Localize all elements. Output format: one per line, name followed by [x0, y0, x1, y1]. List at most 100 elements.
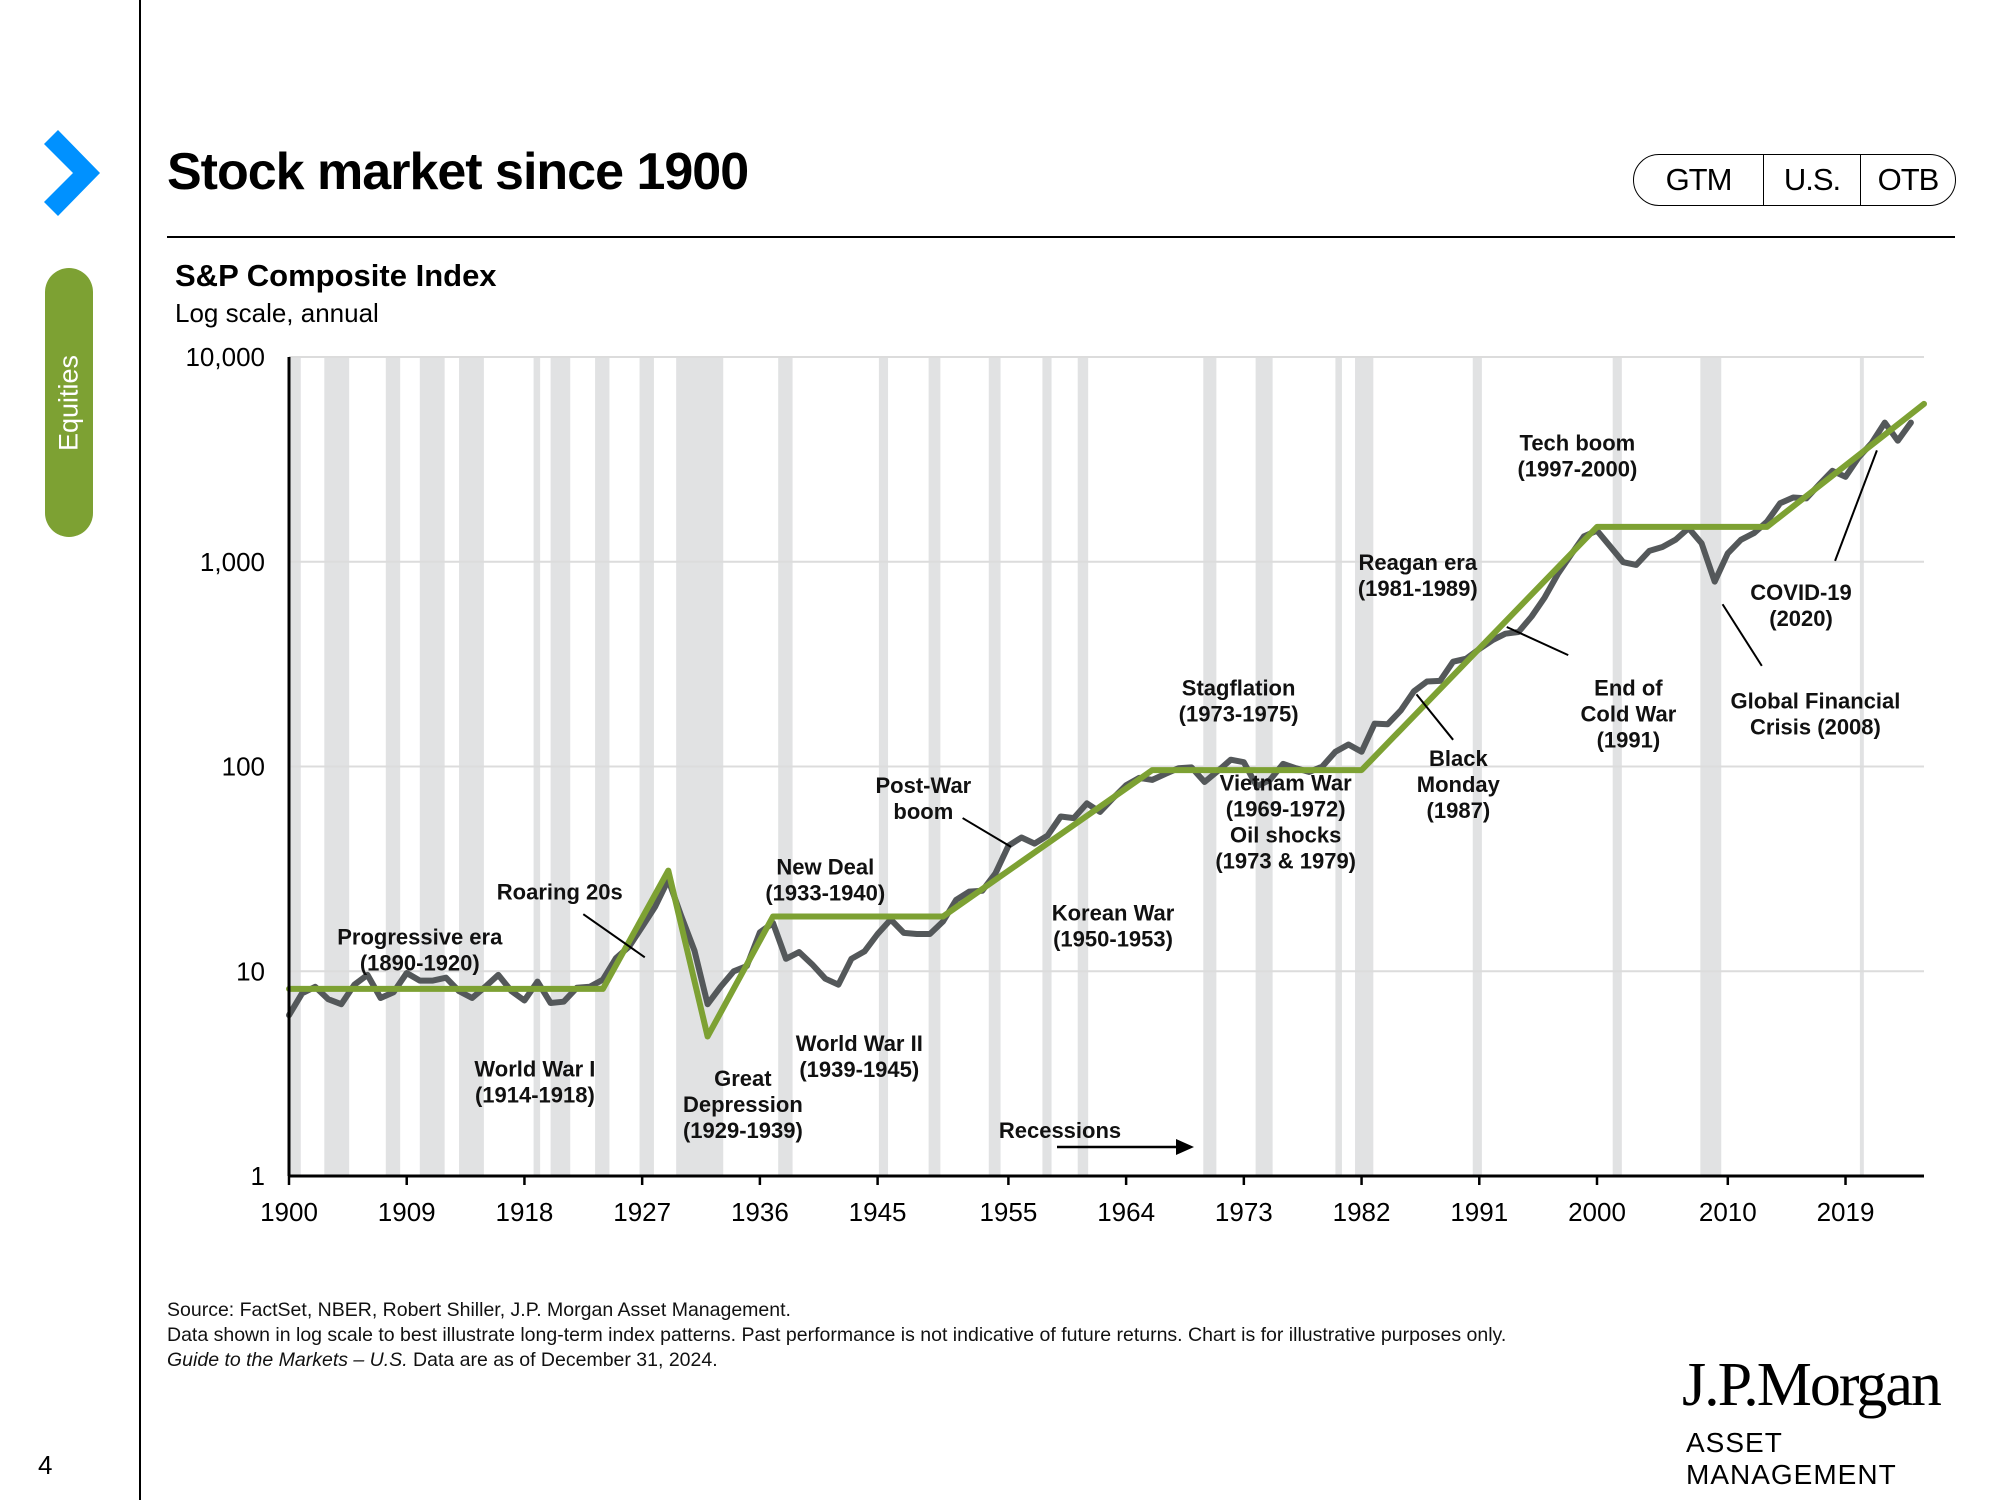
annotation-text: (1929-1939): [683, 1118, 803, 1143]
annotation-text: World War I: [474, 1056, 595, 1081]
annotation-text: Tech boom: [1520, 431, 1636, 456]
tag-us: U.S.: [1763, 155, 1860, 205]
annotation-text: boom: [893, 799, 953, 824]
annotation-text: (1991): [1597, 727, 1661, 752]
annotation-pointer: [1415, 693, 1454, 741]
annotation-text: (1987): [1427, 798, 1491, 823]
annotation: Roaring 20s: [497, 880, 646, 959]
trend-line: [286, 400, 1927, 1040]
annotation-text: Monday: [1417, 772, 1501, 797]
jpmorgan-logo: J.P.Morgan: [1682, 1351, 1942, 1419]
chart-title: S&P Composite Index: [175, 258, 497, 293]
y-tick-label: 1,000: [200, 547, 265, 577]
x-tick-label: 1945: [849, 1197, 907, 1227]
y-tick-label: 10,000: [185, 342, 265, 372]
annotation-text: Stagflation: [1182, 676, 1296, 701]
annotation: Vietnam War(1969-1972)Oil shocks(1973 & …: [1215, 770, 1356, 873]
x-tick-label: 1909: [378, 1197, 436, 1227]
annotation-text: Roaring 20s: [497, 880, 623, 905]
annotations: Progressive era(1890-1920) Roaring 20s Wor…: [337, 431, 1900, 1143]
vertical-divider: [139, 0, 141, 1500]
annotation-pointer: [1506, 626, 1569, 657]
annotation-text: (2020): [1769, 606, 1833, 631]
annotation-pointer: [962, 817, 1012, 848]
x-tick-label: 1900: [260, 1197, 318, 1227]
annotation-text: (1973 & 1979): [1215, 848, 1356, 873]
x-tick-label: 1973: [1215, 1197, 1273, 1227]
annotation-pointer: [1834, 449, 1878, 562]
annotation-text: Post-War: [876, 773, 972, 798]
chevron-right-icon: [44, 130, 100, 216]
guide-title: Guide to the Markets – U.S.: [167, 1349, 408, 1371]
index-line: [286, 419, 1914, 1019]
date-note: Guide to the Markets – U.S. Data are as …: [167, 1348, 1617, 1373]
annotation-text: (1914-1918): [475, 1082, 595, 1107]
x-tick-label: 1991: [1450, 1197, 1508, 1227]
annotation-text: COVID-19: [1750, 580, 1851, 605]
recession-legend-label: Recessions: [999, 1118, 1121, 1143]
x-tick-label: 2019: [1817, 1197, 1875, 1227]
disclaimer-note: Data shown in log scale to best illustra…: [167, 1324, 1507, 1346]
annotation-text: Progressive era: [337, 924, 503, 949]
annotation: New Deal(1933-1940): [765, 855, 885, 906]
asset-management-logo: ASSET MANAGEMENT: [1686, 1427, 1897, 1490]
tag-gtm: GTM: [1665, 162, 1733, 197]
x-tick-label: 1927: [613, 1197, 671, 1227]
axes: [287, 357, 1924, 1178]
annotation-text: Global Financial: [1730, 688, 1900, 713]
tag-otb: OTB: [1860, 155, 1955, 205]
y-axis-ticks: 1 10 100 1,000 10,000: [185, 342, 265, 1191]
annotation: Progressive era(1890-1920): [337, 924, 503, 975]
page-title: Stock market since 1900: [167, 143, 749, 201]
annotation-text: Great: [714, 1066, 772, 1091]
annotation-text: (1973-1975): [1179, 702, 1299, 727]
x-tick-label: 1964: [1097, 1197, 1155, 1227]
arrow-right-icon: [1176, 1139, 1194, 1155]
chart-subtitle: Log scale, annual: [175, 298, 379, 328]
annotation-text: (1950-1953): [1053, 927, 1173, 952]
annotation-text: World War II: [796, 1031, 923, 1056]
x-tick-label: 2010: [1699, 1197, 1757, 1227]
annotation-text: Reagan era: [1358, 550, 1477, 575]
x-tick-label: 1955: [979, 1197, 1037, 1227]
y-tick-label: 10: [236, 956, 265, 986]
annotation: Tech boom(1997-2000): [1517, 431, 1637, 482]
annotation-text: Vietnam War: [1220, 770, 1352, 795]
annotation-text: (1890-1920): [360, 950, 480, 975]
annotation-text: (1939-1945): [799, 1057, 919, 1082]
annotation-text: (1997-2000): [1517, 457, 1637, 482]
annotation: Korean War(1950-1953): [1052, 901, 1175, 952]
annotation-text: End of: [1594, 675, 1663, 700]
annotation-text: (1981-1989): [1358, 576, 1478, 601]
y-tick-label: 100: [222, 752, 265, 782]
tag-group: GTM U.S. OTB: [1633, 154, 1956, 206]
x-tick-label: 1918: [496, 1197, 554, 1227]
annotation-text: Black: [1429, 746, 1488, 771]
x-tick-label: 1936: [731, 1197, 789, 1227]
annotation-text: Korean War: [1052, 901, 1175, 926]
annotation-text: Oil shocks: [1230, 822, 1341, 847]
date-text: Data are as of December 31, 2024.: [407, 1349, 718, 1371]
x-tick-label: 2000: [1568, 1197, 1626, 1227]
source-note: Source: FactSet, NBER, Robert Shiller, J…: [167, 1299, 791, 1321]
series-lines: [286, 400, 1927, 1040]
annotation: World War I(1914-1918): [474, 1056, 595, 1107]
annotation-pointer: [1721, 603, 1763, 667]
annotation-text: (1969-1972): [1226, 796, 1346, 821]
section-tab-equities[interactable]: Equities: [45, 268, 93, 537]
annotation-pointer: [582, 913, 646, 959]
annotation: Stagflation(1973-1975): [1179, 676, 1299, 727]
annotation: World War II(1939-1945): [796, 1031, 923, 1082]
recession-legend: Recessions: [999, 1118, 1194, 1155]
y-tick-label: 1: [251, 1161, 265, 1191]
annotation-text: Crisis (2008): [1750, 714, 1881, 739]
header-divider: [167, 236, 1955, 238]
annotation-text: Depression: [683, 1092, 803, 1117]
annotation: COVID-19(2020): [1750, 449, 1878, 631]
x-axis-ticks: 1900 1909 1918 1927 1936 1945 1955 1964 1973 1982…: [260, 1176, 1874, 1227]
